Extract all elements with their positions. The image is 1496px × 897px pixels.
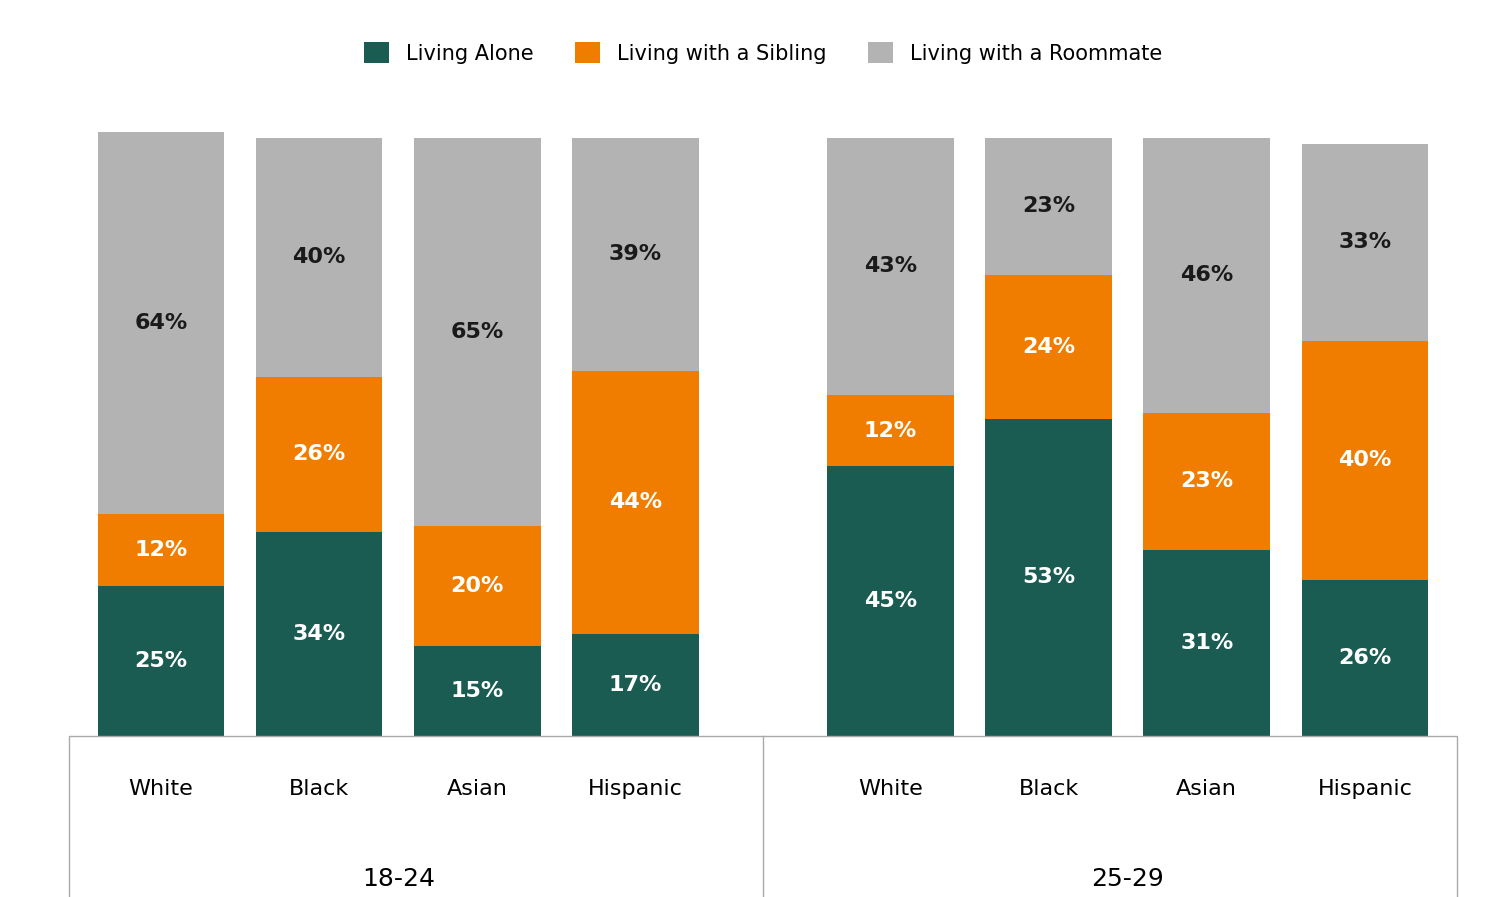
Text: 46%: 46% [1180, 266, 1233, 285]
Text: 43%: 43% [863, 257, 917, 276]
Bar [97, 514, 224, 586]
Text: 64%: 64% [135, 313, 187, 333]
Text: 12%: 12% [863, 421, 917, 440]
Bar [986, 275, 1112, 419]
Text: 24%: 24% [1022, 337, 1076, 357]
Text: 34%: 34% [293, 624, 346, 644]
Bar [97, 586, 224, 736]
Text: Hispanic: Hispanic [1318, 779, 1412, 799]
Text: 15%: 15% [450, 681, 504, 701]
Text: Black: Black [289, 779, 350, 799]
Text: 20%: 20% [450, 576, 504, 596]
Text: White: White [129, 779, 193, 799]
Bar [827, 395, 953, 466]
Bar [414, 137, 540, 527]
Text: Black: Black [1019, 779, 1079, 799]
Text: 23%: 23% [1180, 472, 1233, 492]
Text: 39%: 39% [609, 244, 663, 264]
Text: 40%: 40% [293, 248, 346, 267]
FancyBboxPatch shape [69, 736, 1457, 897]
Text: 12%: 12% [135, 540, 187, 560]
Bar [986, 419, 1112, 736]
Bar [986, 137, 1112, 275]
Text: 44%: 44% [609, 492, 663, 512]
Text: Asian: Asian [1176, 779, 1237, 799]
Text: 65%: 65% [450, 322, 504, 342]
Text: 25%: 25% [135, 651, 187, 671]
Bar [97, 132, 224, 514]
Bar [414, 646, 540, 736]
Text: 18-24: 18-24 [362, 867, 435, 891]
Text: 40%: 40% [1337, 450, 1391, 470]
Bar [1302, 144, 1429, 341]
Text: 26%: 26% [1339, 648, 1391, 667]
Text: 45%: 45% [863, 591, 917, 611]
Bar [1302, 341, 1429, 580]
Bar [1143, 550, 1270, 736]
Text: 17%: 17% [609, 675, 663, 694]
Text: 33%: 33% [1339, 232, 1391, 252]
Bar [827, 137, 953, 395]
Legend: Living Alone, Living with a Sibling, Living with a Roommate: Living Alone, Living with a Sibling, Liv… [364, 42, 1162, 64]
Bar [573, 137, 699, 370]
Bar [414, 527, 540, 646]
Bar [1143, 413, 1270, 550]
Bar [1143, 137, 1270, 413]
Text: Asian: Asian [447, 779, 507, 799]
Text: Hispanic: Hispanic [588, 779, 684, 799]
Bar [256, 137, 383, 377]
Bar [573, 634, 699, 736]
Text: 53%: 53% [1022, 567, 1076, 587]
Bar [1302, 580, 1429, 736]
Bar [256, 532, 383, 736]
Text: 26%: 26% [293, 445, 346, 465]
Bar [827, 466, 953, 736]
Text: 23%: 23% [1022, 196, 1076, 216]
Text: White: White [859, 779, 923, 799]
Text: 25-29: 25-29 [1091, 867, 1164, 891]
Bar [256, 377, 383, 532]
Bar [573, 370, 699, 634]
Text: 31%: 31% [1180, 633, 1233, 653]
